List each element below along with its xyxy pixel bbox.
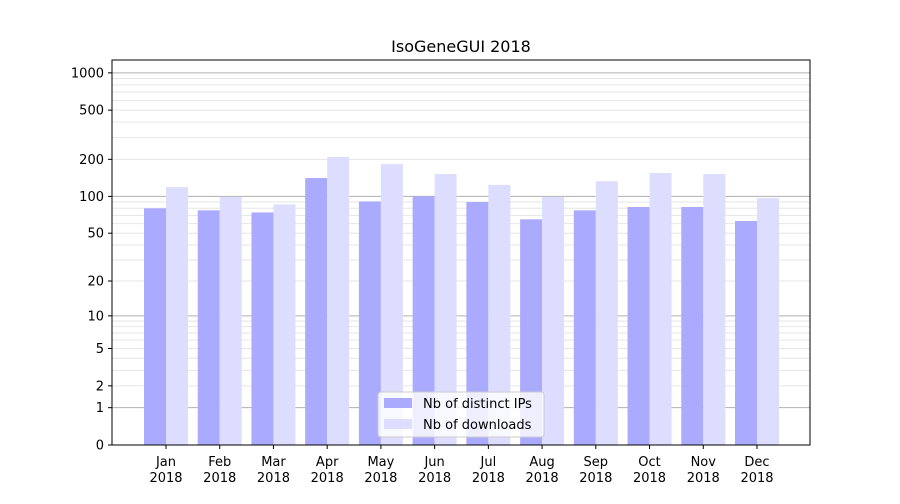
y-tick-label: 500 (79, 104, 104, 119)
y-axis: 0 1 2 5 10 20 50 100 200 500 1000 (71, 66, 112, 454)
legend-label-downloads: Nb of downloads (423, 418, 532, 433)
x-tick-label: Apr 2018 (311, 455, 344, 486)
x-tick-label: May 2018 (364, 455, 397, 486)
bar-downloads (649, 172, 672, 445)
bar-downloads (488, 184, 511, 445)
bar-downloads (434, 174, 457, 445)
x-tick-label: Sep 2018 (579, 455, 612, 486)
bar-ips (197, 210, 220, 445)
y-tick-label: 100 (79, 190, 104, 205)
y-tick-label: 200 (79, 153, 104, 168)
legend-swatch-downloads (384, 419, 412, 429)
bar-downloads (219, 196, 242, 445)
x-tick-label: Feb 2018 (203, 455, 236, 486)
y-tick-label: 10 (87, 309, 104, 324)
x-tick-label: Oct 2018 (633, 455, 666, 486)
bar-ips (627, 206, 650, 445)
bar-ips (520, 219, 543, 445)
x-tick-label: Aug 2018 (526, 455, 559, 486)
y-tick-label: 50 (87, 227, 104, 242)
bar-downloads (703, 174, 726, 445)
bar-downloads (327, 156, 350, 445)
bar-ips (681, 206, 704, 445)
bar-ips (305, 178, 328, 446)
y-tick-label: 1000 (71, 66, 104, 81)
bar-ips (251, 212, 274, 445)
bar-ips (735, 220, 757, 445)
chart-title: IsoGeneGUI 2018 (391, 37, 531, 56)
bar-ips (466, 202, 489, 445)
x-tick-label: Mar 2018 (257, 455, 290, 486)
bar-ips (573, 210, 596, 445)
y-tick-label: 0 (96, 439, 104, 454)
x-tick-label: Jul 2018 (472, 455, 505, 486)
legend-swatch-ips (384, 398, 412, 408)
bar-downloads (595, 181, 618, 445)
x-tick-label: Dec 2018 (740, 455, 773, 486)
x-tick-label: Jan 2018 (149, 455, 182, 486)
bar-ips (144, 208, 166, 445)
x-tick-label: Jun 2018 (418, 455, 451, 486)
bar-downloads (542, 196, 565, 445)
plot-frame (111, 59, 811, 446)
y-tick-label: 20 (87, 275, 104, 290)
bar-ips (358, 201, 381, 445)
x-tick-label: Nov 2018 (687, 455, 720, 486)
bar-downloads (757, 198, 779, 445)
y-tick-label: 1 (96, 401, 104, 416)
legend: Nb of distinct IPs Nb of downloads (377, 391, 545, 438)
bar-downloads (380, 164, 403, 445)
legend-label-ips: Nb of distinct IPs (423, 397, 532, 412)
bar-downloads (166, 187, 188, 445)
legend-box (377, 391, 545, 438)
bar-ips (412, 196, 435, 445)
bar-downloads (273, 204, 296, 445)
y-tick-label: 2 (96, 379, 104, 394)
y-tick-label: 5 (96, 342, 104, 357)
bars (144, 156, 779, 446)
x-axis: Jan 2018 Feb 2018 Mar 2018 Apr 2018 May 2018 Jun 20… (149, 445, 774, 486)
